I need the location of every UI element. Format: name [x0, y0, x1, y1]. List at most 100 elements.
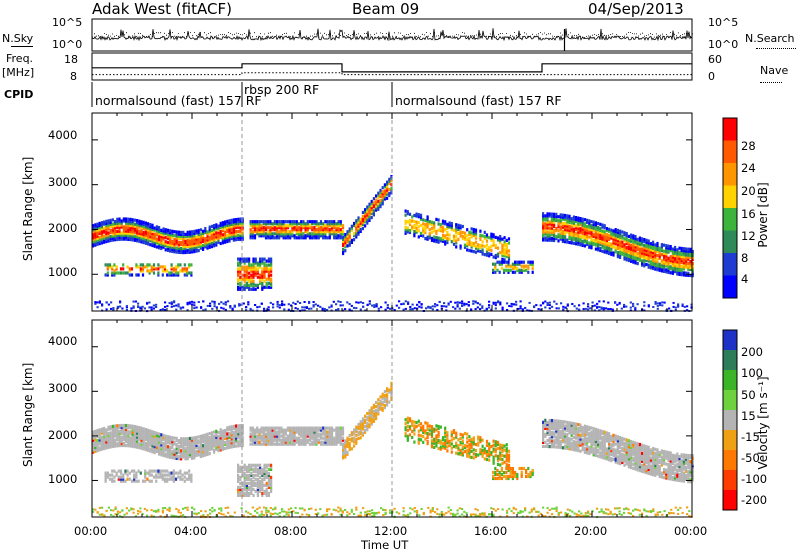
velocity-cell: [239, 426, 242, 430]
power-cell: [125, 308, 128, 311]
velocity-cell: [328, 426, 331, 430]
velocity-cell: [344, 455, 347, 459]
velocity-cell: [267, 432, 270, 436]
power-cell: [434, 305, 437, 308]
power-cell: [171, 231, 174, 235]
power-cell: [518, 262, 521, 266]
power-cell: [364, 212, 367, 216]
velocity-cell: [300, 430, 303, 434]
velocity-cell: [149, 441, 152, 445]
velocity-cell: [263, 473, 266, 477]
velocity-cell: [492, 455, 495, 459]
power-cell: [243, 265, 246, 269]
power-cell: [150, 306, 153, 309]
velocity-cell: [470, 437, 473, 441]
velocity-cell: [302, 440, 305, 444]
power-cell: [386, 184, 389, 188]
power-cell: [188, 234, 191, 238]
power-cell: [134, 300, 137, 303]
velocity-cell: [262, 438, 265, 442]
velocity-cell: [153, 430, 156, 435]
power-cell: [261, 261, 264, 265]
power-cell: [224, 301, 227, 304]
power-cell: [373, 304, 376, 307]
velocity-cell: [193, 448, 196, 452]
velocity-cell: [496, 476, 499, 481]
power-cell: [479, 243, 482, 247]
power-cell: [195, 239, 198, 243]
power-cell: [96, 234, 99, 238]
power-cell: [483, 230, 486, 234]
power-cell: [300, 226, 303, 230]
velocity-cell: [105, 446, 108, 450]
power-cell: [654, 263, 657, 267]
power-cell: [544, 216, 547, 220]
power-cell: [424, 222, 427, 227]
velocity-cell: [501, 448, 504, 452]
power-cell: [472, 231, 475, 236]
velocity-cell: [100, 435, 103, 439]
power-cell: [678, 258, 681, 262]
power-cell: [564, 228, 567, 232]
power-cell: [158, 226, 161, 230]
velocity-cell: [237, 465, 240, 469]
velocity-cell: [206, 448, 209, 452]
power-cell: [632, 254, 635, 258]
velocity-cell: [164, 454, 167, 458]
velocity-cell: [103, 428, 106, 433]
power-cell: [599, 242, 602, 247]
velocity-cell: [125, 436, 128, 440]
power-cell: [368, 212, 371, 216]
velocity-cell: [370, 416, 373, 420]
power-cell: [269, 220, 272, 224]
power-cell: [302, 226, 305, 230]
power-cell: [665, 250, 668, 254]
velocity-cell: [505, 476, 508, 481]
velocity-cell: [422, 428, 425, 432]
power-cell: [111, 232, 114, 236]
velocity-cell: [419, 434, 423, 438]
velocity-cell: [379, 407, 382, 411]
power-cell: [280, 222, 283, 226]
power-cell: [228, 221, 231, 225]
power-cell: [136, 235, 139, 239]
power-cell: [450, 224, 453, 228]
velocity-cell: [182, 437, 185, 441]
velocity-cell: [204, 447, 207, 451]
power-cell: [395, 304, 398, 307]
power-cell: [206, 238, 209, 242]
power-cell: [544, 238, 547, 242]
power-cell: [527, 264, 530, 268]
power-cell: [542, 234, 545, 238]
velocity-cell: [507, 468, 510, 473]
power-cell: [645, 238, 648, 242]
velocity-cell: [147, 448, 150, 452]
power-cell: [583, 222, 586, 226]
velocity-cell: [286, 426, 290, 430]
power-cell: [215, 241, 218, 245]
power-cell: [654, 253, 657, 257]
power-cell: [209, 302, 212, 305]
power-cell: [267, 269, 270, 273]
power-cell: [685, 255, 688, 259]
velocity-cell: [243, 487, 246, 491]
velocity-cell: [235, 432, 238, 436]
power-cell: [632, 238, 635, 242]
velocity-cell: [461, 445, 464, 449]
power-cell: [448, 237, 451, 241]
velocity-cell: [271, 440, 274, 444]
velocity-cell: [444, 428, 447, 432]
velocity-cell: [197, 445, 200, 449]
power-cell: [581, 243, 584, 247]
power-cell: [333, 224, 336, 228]
power-cell: [353, 234, 356, 238]
velocity-cell: [485, 441, 489, 445]
power-cell: [177, 232, 180, 236]
power-cell: [596, 305, 599, 308]
power-cell: [107, 303, 110, 306]
power-cell: [324, 234, 327, 238]
power-cell: [472, 300, 475, 303]
power-cell: [619, 233, 622, 237]
power-cell: [426, 221, 429, 225]
power-cell: [315, 220, 318, 224]
